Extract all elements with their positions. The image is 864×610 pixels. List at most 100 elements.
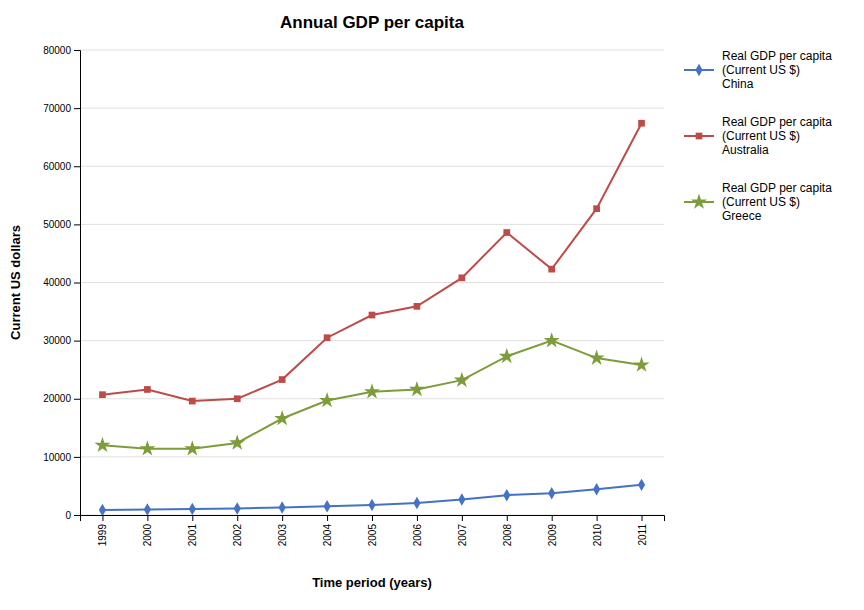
y-tick-label: 70000 xyxy=(43,103,71,114)
y-tick: 0 xyxy=(65,510,80,521)
data-point xyxy=(503,229,510,236)
x-tick-mark xyxy=(552,515,553,521)
x-tick-label: 2000 xyxy=(142,524,153,547)
x-tick-label: 2004 xyxy=(322,524,333,547)
data-point xyxy=(369,312,376,319)
data-point xyxy=(589,350,605,365)
legend-item: Real GDP per capita(Current US $)Greece xyxy=(684,181,832,223)
data-point xyxy=(144,503,151,515)
data-point xyxy=(144,386,151,393)
y-tick: 70000 xyxy=(43,103,80,114)
y-tick-label: 10000 xyxy=(43,452,71,463)
x-tick: 2005 xyxy=(367,515,378,546)
y-tick-mark xyxy=(74,108,80,109)
grid-line xyxy=(80,166,664,167)
y-tick-label: 60000 xyxy=(43,161,71,172)
data-point xyxy=(189,398,196,405)
x-axis-line xyxy=(81,516,665,522)
x-tick-mark xyxy=(327,515,328,521)
y-tick-label: 40000 xyxy=(43,277,71,288)
x-tick-mark xyxy=(192,515,193,521)
x-tick-mark xyxy=(462,515,463,521)
grid-line xyxy=(80,398,664,399)
x-tick-mark xyxy=(597,515,598,521)
data-point xyxy=(279,376,286,383)
series-line xyxy=(102,341,641,449)
y-tick: 20000 xyxy=(43,393,80,404)
x-tick: 2003 xyxy=(277,515,288,546)
grid-line xyxy=(80,224,664,225)
y-axis-line xyxy=(74,51,81,516)
data-point xyxy=(414,303,421,310)
y-axis-title: Current US dollars xyxy=(8,225,23,340)
grid-line xyxy=(80,456,664,457)
data-point xyxy=(593,205,600,212)
data-point xyxy=(368,499,375,511)
data-point xyxy=(634,357,650,372)
x-tick-mark xyxy=(102,515,103,521)
y-tick-label: 30000 xyxy=(43,335,71,346)
grid-line xyxy=(80,50,664,51)
data-point xyxy=(548,266,555,273)
x-tick: 2004 xyxy=(322,515,333,546)
x-tick-label: 2010 xyxy=(592,524,603,547)
data-point xyxy=(234,502,241,514)
x-tick-mark xyxy=(507,515,508,521)
data-point xyxy=(99,504,106,515)
data-point xyxy=(184,440,200,455)
data-point xyxy=(364,383,380,398)
plot-area: 1999200020012002200320042005200620072008… xyxy=(43,45,664,547)
y-tick-label: 80000 xyxy=(43,45,71,56)
series-markers xyxy=(99,120,645,405)
y-tick-mark xyxy=(74,283,80,284)
x-axis-title: Time period (years) xyxy=(312,575,432,590)
data-point xyxy=(458,493,465,505)
data-point xyxy=(503,489,510,501)
data-point xyxy=(499,348,515,363)
y-tick-mark xyxy=(74,457,80,458)
y-tick: 10000 xyxy=(43,452,80,463)
x-tick: 2000 xyxy=(142,515,153,546)
x-tick-label: 2009 xyxy=(547,524,558,547)
y-tick-mark xyxy=(74,166,80,167)
legend-marker xyxy=(695,64,702,76)
series-line xyxy=(102,123,641,401)
legend-label: Real GDP per capita(Current US $)Greece xyxy=(722,181,832,223)
data-point xyxy=(99,391,106,398)
data-point xyxy=(323,500,330,512)
x-tick-mark xyxy=(282,515,283,521)
y-tick-label: 50000 xyxy=(43,219,71,230)
y-tick-mark xyxy=(74,515,80,516)
y-tick: 80000 xyxy=(43,45,80,56)
y-tick: 30000 xyxy=(43,335,80,346)
marks xyxy=(94,120,649,515)
data-point xyxy=(319,392,335,407)
x-tick: 1999 xyxy=(97,515,108,546)
x-tick-label: 2002 xyxy=(232,524,243,547)
data-point xyxy=(638,479,645,491)
grid-line xyxy=(80,340,664,341)
x-axis: 1999200020012002200320042005200620072008… xyxy=(81,515,665,546)
x-tick: 2008 xyxy=(502,515,513,546)
data-point xyxy=(548,487,555,499)
data-point xyxy=(413,497,420,509)
x-tick-label: 1999 xyxy=(97,524,108,547)
y-tick: 50000 xyxy=(43,219,80,230)
x-tick: 2002 xyxy=(232,515,243,546)
x-tick: 2001 xyxy=(187,515,198,546)
x-tick-mark xyxy=(417,515,418,521)
legend-label: Real GDP per capita(Current US $)Austral… xyxy=(722,115,832,157)
data-point xyxy=(409,381,425,396)
x-tick: 2007 xyxy=(457,515,468,546)
y-tick-label: 0 xyxy=(65,510,71,521)
x-tick-label: 2008 xyxy=(502,524,513,547)
y-tick: 60000 xyxy=(43,161,80,172)
y-axis: 0 10000 20000 30000 40000 50000 60000 70000 8000… xyxy=(43,45,80,521)
x-tick: 2011 xyxy=(637,515,648,546)
y-tick-mark xyxy=(74,50,80,51)
grid-line xyxy=(80,282,664,283)
x-tick-mark xyxy=(147,515,148,521)
data-point xyxy=(454,372,470,387)
y-tick-mark xyxy=(74,341,80,342)
x-tick-mark xyxy=(372,515,373,521)
